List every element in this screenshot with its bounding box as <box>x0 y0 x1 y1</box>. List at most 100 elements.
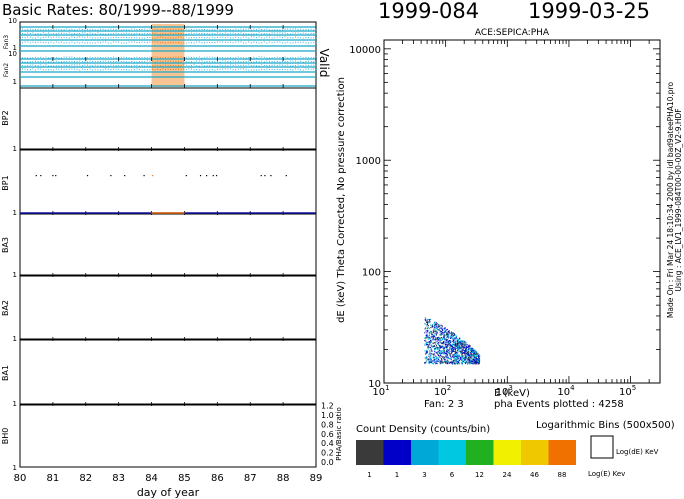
fan-point <box>159 42 161 44</box>
fan-point <box>313 29 315 31</box>
pha-event <box>461 343 463 345</box>
fan-point <box>185 33 187 35</box>
pha-event <box>474 352 476 354</box>
fan-point <box>42 69 44 71</box>
pha-event <box>452 332 454 335</box>
fan-point <box>45 36 47 38</box>
fan-point <box>159 60 161 62</box>
fan-point <box>287 69 289 71</box>
pha-event <box>441 355 443 357</box>
fan-point <box>287 61 289 63</box>
pha-event <box>450 351 452 353</box>
pha-event <box>427 318 429 321</box>
pha-event <box>435 336 437 339</box>
pha-event <box>455 358 457 360</box>
x-tick-label: 88 <box>277 473 290 484</box>
fan-point <box>167 60 169 62</box>
fan-point <box>115 41 117 43</box>
fan-point <box>139 33 140 35</box>
fan-point <box>157 65 159 67</box>
fan-point <box>144 37 146 39</box>
fan-point <box>201 29 203 31</box>
pha-event <box>473 352 475 354</box>
fan-point <box>107 56 109 58</box>
pha-event <box>447 343 449 346</box>
panel-tick-label: 1 <box>13 464 17 472</box>
pha-event <box>462 352 464 354</box>
fan-point <box>227 61 229 63</box>
fan-point <box>227 41 229 43</box>
fan-point <box>258 65 260 67</box>
pha-event <box>428 353 430 356</box>
pha-event <box>451 334 453 337</box>
fan-point <box>297 36 299 38</box>
pha-event <box>430 346 432 349</box>
fan-point <box>276 60 278 62</box>
legend-label: 6 <box>450 471 455 479</box>
fan-point <box>84 57 86 59</box>
fan-point <box>165 57 166 59</box>
x-tick-label: 80 <box>14 473 27 484</box>
pha-event <box>471 351 473 354</box>
fan-point <box>126 37 127 39</box>
pha-event <box>468 347 470 350</box>
fan-point <box>256 57 257 59</box>
pha-event <box>465 359 467 361</box>
fan-point <box>154 28 156 30</box>
fan-point <box>66 56 68 58</box>
fan-point <box>79 60 81 62</box>
pha-event <box>427 338 429 340</box>
fan-point <box>113 32 114 34</box>
fan-point <box>71 68 73 70</box>
pha-event <box>424 340 426 342</box>
pha-event <box>451 340 453 343</box>
fan-point <box>243 68 244 70</box>
fan-point <box>211 68 213 70</box>
fan-point <box>313 41 315 43</box>
bp1-point <box>199 175 202 177</box>
fan-point <box>183 60 185 62</box>
fan-point <box>58 28 60 30</box>
pha-event <box>450 361 452 364</box>
pha-event <box>427 360 429 362</box>
pha-event <box>454 341 456 343</box>
pha-event <box>442 362 444 364</box>
fan-point <box>188 65 190 67</box>
pha-event <box>460 352 462 354</box>
pha-event <box>475 351 477 353</box>
pha-event <box>426 330 428 332</box>
pha-event <box>452 360 454 362</box>
pha-event <box>455 356 457 358</box>
fan-point <box>24 33 26 35</box>
pha-event <box>425 357 427 359</box>
fan-point <box>141 37 143 39</box>
fan-point <box>123 64 125 66</box>
pha-event <box>433 342 435 344</box>
fan-point <box>76 69 78 71</box>
fan-point <box>253 36 255 38</box>
fan-point <box>243 42 244 44</box>
pha-event <box>479 357 481 360</box>
fan-point <box>245 28 247 30</box>
fan-point <box>180 36 182 38</box>
pha-event <box>465 343 467 345</box>
fan-point <box>224 57 226 59</box>
pha-event <box>453 346 455 349</box>
pha-event <box>458 348 460 350</box>
fan-point <box>315 64 317 66</box>
pha-event <box>456 355 458 358</box>
pha-event <box>463 347 465 349</box>
pha-event <box>475 354 477 357</box>
fan-point <box>35 29 36 31</box>
pha-event <box>427 326 429 329</box>
fan-point <box>50 61 52 63</box>
fan-point <box>68 42 70 44</box>
fan-point <box>29 42 31 44</box>
pha-event <box>439 331 441 334</box>
pha-event <box>475 356 477 359</box>
pha-event <box>431 350 433 352</box>
pha-event <box>439 345 441 347</box>
pha-event <box>465 362 467 364</box>
fan-point <box>217 28 218 30</box>
pha-event <box>473 359 475 361</box>
